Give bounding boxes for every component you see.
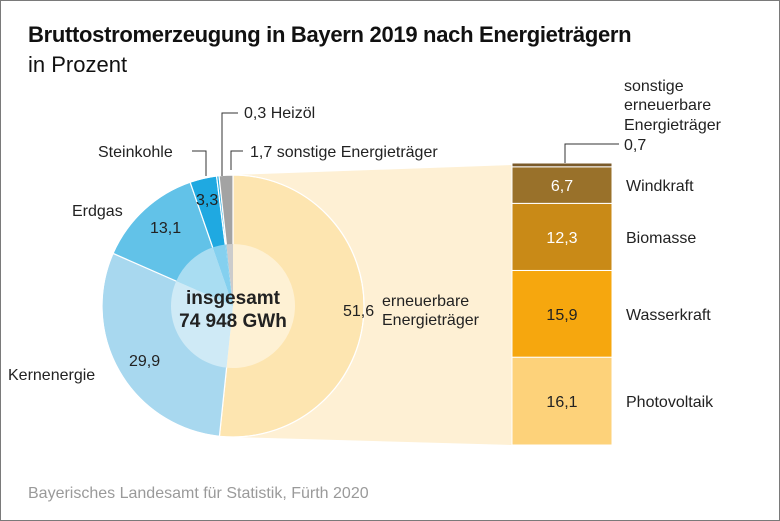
category-label-kernenergie: Kernenergie [8, 367, 95, 384]
bar-value-3: 6,7 [551, 178, 573, 195]
pie-outline [101, 174, 365, 438]
other-renewables-label-2: Energieträger [624, 117, 722, 134]
bar-segment-biomasse [511, 202, 613, 271]
chart-title: Bruttostromerzeugung in Bayern 2019 nach… [28, 22, 632, 47]
source-note: Bayerisches Landesamt für Statistik, Für… [28, 485, 369, 502]
value-label-sonstige: 1,7 sonstige Energieträger [250, 144, 438, 161]
leader-heizoel [221, 112, 238, 176]
value-label-erneuerbare: 51,6 [343, 303, 374, 320]
bar-value-2: 12,3 [546, 230, 577, 247]
leader-steinkohle [192, 150, 207, 176]
other-renewables-label-3: 0,7 [624, 137, 646, 154]
pie-inner-4 [225, 244, 233, 306]
pie-inner-1 [171, 281, 233, 368]
bar-category-2: Biomasse [626, 230, 696, 247]
bar-segment-sonstige-erneuerbare-energieträger [511, 162, 613, 168]
value-label-kernenergie: 29,9 [129, 353, 160, 370]
value-label-erdgas: 13,1 [150, 220, 181, 237]
bar-segment-windkraft [511, 166, 613, 204]
bar-value-0: 16,1 [546, 394, 577, 411]
pie-inner-3 [212, 244, 233, 306]
leader-other-renewables [564, 143, 619, 163]
category-label-erneuerbare-1: erneuerbare [382, 293, 469, 310]
category-label-erneuerbare-2: Energieträger [382, 312, 480, 329]
bar-segment-wasserkraft [511, 269, 613, 358]
center-label-line2: 74 948 GWh [179, 311, 287, 332]
leader-sonstige [230, 150, 243, 170]
chart-subtitle: in Prozent [28, 52, 128, 77]
category-label-erdgas: Erdgas [72, 203, 123, 220]
bar-category-3: Windkraft [626, 178, 694, 195]
bar-segment-photovoltaik [511, 356, 613, 446]
category-label-steinkohle: Steinkohle [98, 144, 173, 161]
bar-category-0: Photovoltaik [626, 394, 714, 411]
bar-category-1: Wasserkraft [626, 307, 711, 324]
bar-value-1: 15,9 [546, 307, 577, 324]
other-renewables-label-1: erneuerbare [624, 97, 711, 114]
pie-inner-0 [226, 244, 296, 368]
pie-inner-5 [226, 244, 233, 306]
value-label-heizoel: 0,3 Heizöl [244, 105, 315, 122]
other-renewables-label-0: sonstige [624, 78, 684, 95]
value-label-steinkohle: 3,3 [196, 192, 218, 209]
pie-inner-2 [176, 247, 233, 306]
center-label-line1: insgesamt [186, 288, 281, 309]
